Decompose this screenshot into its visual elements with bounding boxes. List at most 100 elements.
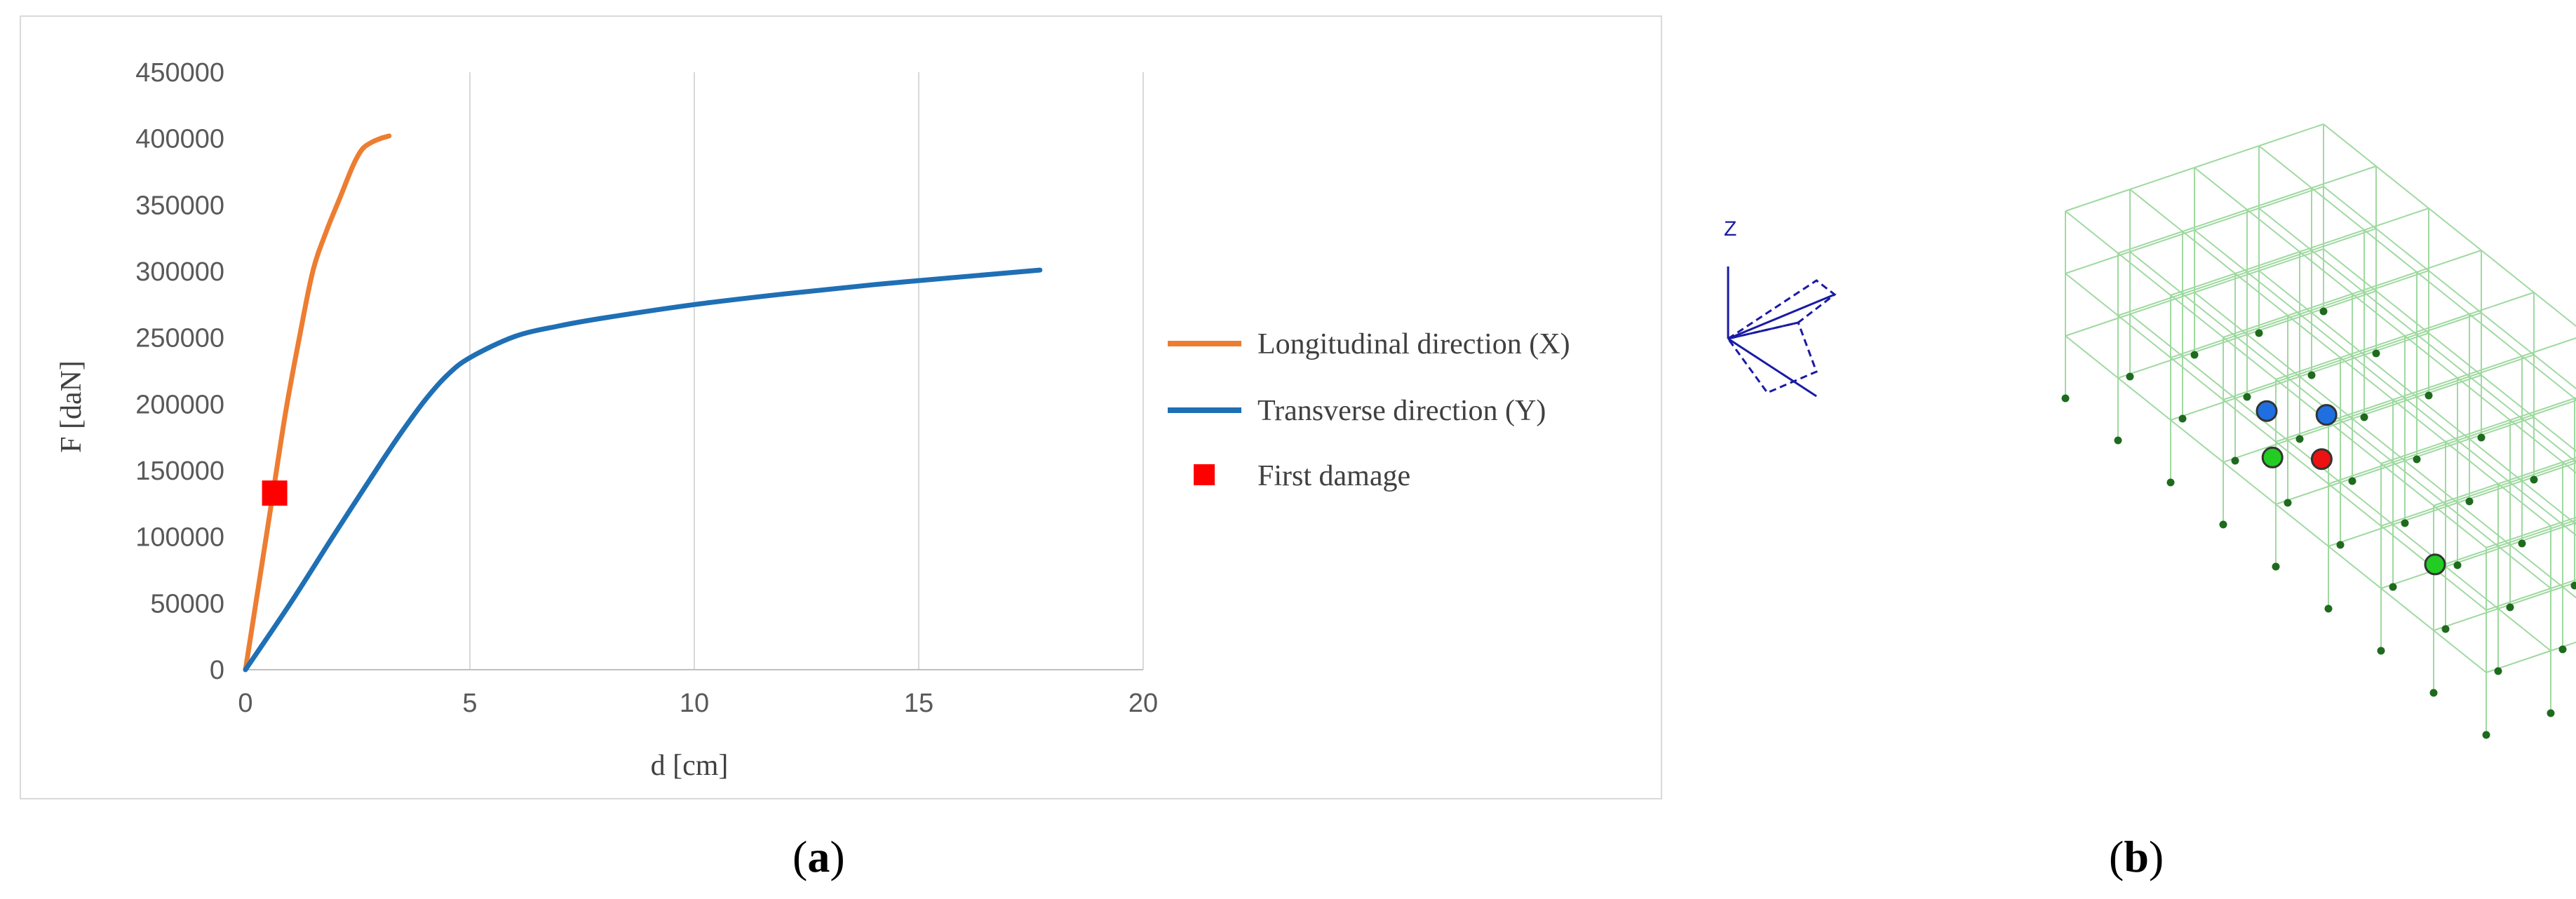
- frame-node: [2482, 731, 2490, 739]
- frame-member: [2497, 483, 2551, 527]
- frame-member: [2404, 313, 2470, 337]
- frame-member: [2182, 231, 2236, 274]
- frame-member: [2416, 334, 2470, 377]
- frame-member: [2328, 421, 2382, 464]
- frame-node: [2324, 604, 2333, 613]
- grid-lines: [469, 72, 1144, 670]
- frame-member: [2182, 271, 2248, 295]
- frame-member: [2117, 231, 2183, 254]
- y-tick-label: 100000: [135, 523, 224, 553]
- frame-member: [2469, 313, 2523, 357]
- frame-member: [2328, 546, 2382, 589]
- frame-member: [2258, 186, 2324, 209]
- y-tick-label: 150000: [135, 457, 224, 486]
- frame-member: [2509, 398, 2575, 421]
- chart-panel-frame: [20, 15, 1662, 799]
- frame-member: [2194, 208, 2260, 231]
- x-tick-label: 10: [680, 689, 709, 718]
- frame-member: [2486, 525, 2551, 548]
- frame-member: [2533, 292, 2576, 327]
- frame-member: [2170, 273, 2236, 296]
- frame-member: [2246, 271, 2300, 315]
- frame-member: [2481, 374, 2535, 418]
- frame-member: [2258, 248, 2324, 271]
- frame-member: [2445, 441, 2499, 485]
- first-damage-marker: [262, 480, 288, 506]
- frame-member: [2275, 441, 2329, 485]
- frame-member: [2323, 186, 2377, 229]
- frame-member: [2194, 145, 2260, 168]
- frame-member: [2392, 440, 2458, 463]
- caption-b: (b): [2109, 832, 2164, 881]
- frame-node: [2178, 414, 2187, 423]
- frame-node: [2284, 499, 2292, 507]
- frame-member: [2404, 460, 2458, 503]
- y-tick-label: 50000: [150, 589, 224, 619]
- frame-node: [2360, 413, 2368, 421]
- frame-member: [2433, 505, 2487, 548]
- frame-member: [2234, 313, 2300, 337]
- frame-member: [2380, 463, 2434, 506]
- frame-member: [2328, 399, 2394, 422]
- frame-member: [2509, 419, 2563, 463]
- frame-member: [2562, 586, 2576, 599]
- frame-member: [2428, 208, 2482, 251]
- frame-member: [2363, 292, 2417, 335]
- frame-node: [2190, 351, 2199, 359]
- frame-node: [2441, 625, 2450, 633]
- frame-member: [2340, 335, 2406, 358]
- frame-member: [2469, 354, 2535, 377]
- frame-member: [2311, 165, 2377, 189]
- structural-frame-3d-model: Z: [1724, 123, 2576, 739]
- frame-member: [2223, 377, 2288, 400]
- frame-member: [2223, 399, 2277, 442]
- frame-member: [2311, 250, 2365, 293]
- frame-member: [2328, 461, 2394, 485]
- frame-node: [2453, 561, 2462, 569]
- frame-member: [2117, 315, 2171, 358]
- frame-node: [2558, 645, 2567, 654]
- frame-member: [2340, 357, 2394, 400]
- frame-member: [2445, 503, 2499, 547]
- frame-member: [2287, 356, 2353, 379]
- blue-hinge-indicator: [2255, 400, 2278, 422]
- frame-member: [2550, 516, 2576, 527]
- frame-member: [2363, 354, 2417, 398]
- frame-member: [2129, 251, 2183, 295]
- frame-member: [2416, 312, 2482, 335]
- frame-member: [2380, 588, 2434, 631]
- frame-member: [2299, 229, 2365, 252]
- frame-member: [2469, 292, 2535, 315]
- frame-member: [2352, 334, 2417, 357]
- frame-member: [2375, 228, 2429, 271]
- frame-node: [2219, 520, 2227, 529]
- frame-member: [2392, 377, 2458, 400]
- red-hinge-indicator: [2310, 448, 2333, 471]
- frame-member: [2065, 335, 2119, 379]
- frame-node: [2319, 307, 2328, 316]
- frame-member: [2433, 483, 2499, 506]
- y-tick-label: 0: [210, 656, 224, 685]
- axes-triad-icon: Z: [1724, 217, 1837, 398]
- frame-member: [2550, 579, 2576, 589]
- frame-member: [2445, 419, 2511, 442]
- frame-member: [2416, 271, 2470, 315]
- frame-member: [2311, 228, 2377, 251]
- frame-member: [2299, 292, 2365, 315]
- frame-members: [2065, 123, 2576, 735]
- caption-b-letter: b: [2124, 832, 2149, 881]
- caption-a-letter: a: [807, 832, 830, 881]
- frame-node: [2506, 603, 2514, 611]
- frame-node: [2372, 349, 2380, 358]
- x-tick-label: 15: [904, 689, 933, 718]
- frame-member: [2497, 608, 2551, 651]
- frame-node: [2530, 475, 2538, 484]
- frame-member: [2340, 398, 2406, 421]
- frame-member: [2129, 292, 2195, 315]
- frame-node: [2389, 583, 2397, 591]
- y-tick-label: 250000: [135, 324, 224, 353]
- frame-member: [2363, 208, 2429, 231]
- y-tick-label: 200000: [135, 390, 224, 419]
- frame-member: [2258, 123, 2324, 147]
- frame-node: [2166, 478, 2175, 487]
